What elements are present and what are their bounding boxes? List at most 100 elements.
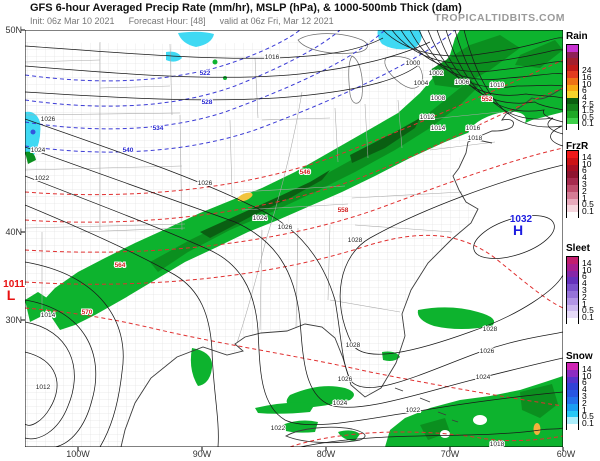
legend-color-block — [567, 151, 578, 158]
isobar-label: 1022 — [271, 425, 286, 432]
init-valid-line: Init: 06z Mar 10 2021 Forecast Hour: [48]… — [30, 16, 348, 26]
thickness-contours-blue — [25, 30, 456, 153]
heavy-precip-spot — [237, 192, 253, 202]
legend-color-block — [567, 304, 578, 312]
heavy-precip-spot-se — [533, 423, 541, 435]
legend-value-label: 6 — [582, 85, 587, 96]
state-boundaries — [25, 42, 501, 344]
bahamas — [394, 387, 459, 423]
lat-label: 30N — [5, 315, 22, 325]
isobar-label: 1014 — [431, 125, 446, 132]
legend-value-label: 3 — [582, 179, 587, 189]
precip-atl-patch — [417, 307, 495, 329]
thickness-label-blue: 534 — [153, 125, 164, 132]
lon-label: 70W — [441, 449, 460, 459]
legend-color-block — [567, 78, 578, 85]
precip-core-ne — [430, 35, 520, 88]
pressure-center-letter: L — [7, 287, 16, 303]
legend-value-label: 2.5 — [582, 98, 594, 109]
isobar-ne-fan — [382, 30, 563, 57]
isobar-label: 1012 — [420, 114, 435, 121]
legend-color-block — [567, 178, 578, 185]
legend-value-label: 10 — [582, 370, 592, 381]
isobar-ne-fan — [427, 30, 563, 99]
legend-color-block — [567, 270, 578, 278]
legend-value-label: 4 — [582, 278, 587, 289]
legend-color-block — [567, 71, 578, 79]
legend-color-block — [567, 318, 578, 325]
precip-cuba-patch — [282, 420, 318, 433]
legend-color-bar — [566, 44, 579, 131]
isobar-label: 1024 — [253, 215, 268, 222]
legend-color-block — [567, 198, 578, 206]
precip-tx-bit — [25, 292, 50, 322]
thickness-label-red: 546 — [300, 169, 311, 176]
isobar-label: 1024 — [333, 400, 348, 407]
isobar-label: 1026 — [338, 376, 353, 383]
legend-value-label: 0.1 — [582, 206, 594, 217]
legend-color-bar — [566, 362, 579, 431]
legend-value-label: 0.1 — [582, 312, 594, 323]
lake-huron — [384, 56, 423, 89]
legend-color-block — [567, 205, 578, 213]
isobar-label: 1016 — [466, 125, 481, 132]
legend-color-block — [567, 369, 578, 377]
legend-color-block — [567, 104, 578, 112]
legend-color-block — [567, 311, 578, 319]
legend-title: Snow — [566, 351, 593, 362]
legend-value-label: 0.5 — [582, 411, 594, 422]
legend-value-label: 16 — [582, 72, 592, 83]
isobar-label: 1026 — [480, 348, 495, 355]
legend-color-block — [567, 97, 578, 105]
snow-dot — [30, 129, 36, 135]
precip-gap2 — [450, 142, 474, 158]
legend-value-label: 2 — [582, 397, 587, 408]
legend-title: FrzR — [566, 141, 589, 152]
isobar-label: 1018 — [490, 441, 505, 448]
legend-color-block — [567, 390, 578, 397]
legend-color-block — [567, 58, 578, 65]
legend-color-bar — [566, 150, 579, 219]
pressure-center-value: 1032 — [510, 214, 533, 225]
legend-value-label: 3 — [582, 285, 587, 295]
legend-color-block — [567, 363, 578, 370]
legend-color-block — [567, 396, 578, 404]
lon-label: 100W — [66, 449, 90, 459]
precip-dot2 — [223, 76, 227, 80]
thickness-label-red: 564 — [115, 262, 126, 269]
legend-value-label: 10 — [582, 158, 592, 169]
thickness-label-red: 570 — [82, 309, 93, 316]
legend-color-block — [567, 410, 578, 418]
legend-color-block — [567, 383, 578, 391]
legend-value-label: 10 — [582, 78, 592, 89]
isobar-label: 1010 — [490, 82, 505, 89]
lon-label: 60W — [557, 449, 576, 459]
isobar-label: 1026 — [198, 180, 213, 187]
precip-gulf-patch — [190, 348, 213, 386]
isobar-label: 1028 — [348, 237, 363, 244]
forecast-hour: Forecast Hour: [48] — [128, 16, 206, 26]
valid-time: valid at 06z Fri, Mar 12 2021 — [219, 16, 334, 26]
lon-label: 90W — [193, 449, 212, 459]
legend-value-label: 1 — [582, 404, 587, 415]
legend-panel: Rain 24 16 10 6 4 2.5 1.5 0.5 0.1 FrzR 14 10 6 4 3 2 1 0.5… — [563, 30, 600, 450]
isobar-label: 1022 — [406, 407, 421, 414]
isobar-label: 1018 — [468, 135, 483, 142]
isobar-label: 1016 — [265, 54, 280, 61]
legend-value-label: 0.5 — [582, 111, 594, 122]
legend-value-label: 1.5 — [582, 105, 594, 116]
legend-value-label: 14 — [582, 363, 592, 374]
isobar-ne-fan — [400, 30, 563, 73]
legend-value-label: 6 — [582, 377, 587, 388]
isobar-ne-fan — [454, 30, 563, 135]
isobar-label: 1024 — [31, 147, 46, 154]
isobar-label: 1028 — [346, 342, 361, 349]
isobar-ne-fan — [463, 30, 563, 147]
snow-mn — [178, 31, 214, 47]
lake-michigan — [348, 55, 363, 104]
legend-color-block — [567, 184, 578, 192]
legend-color-block — [567, 45, 578, 52]
precip-cuba-patch2 — [338, 430, 360, 441]
legend-color-block — [567, 124, 578, 131]
